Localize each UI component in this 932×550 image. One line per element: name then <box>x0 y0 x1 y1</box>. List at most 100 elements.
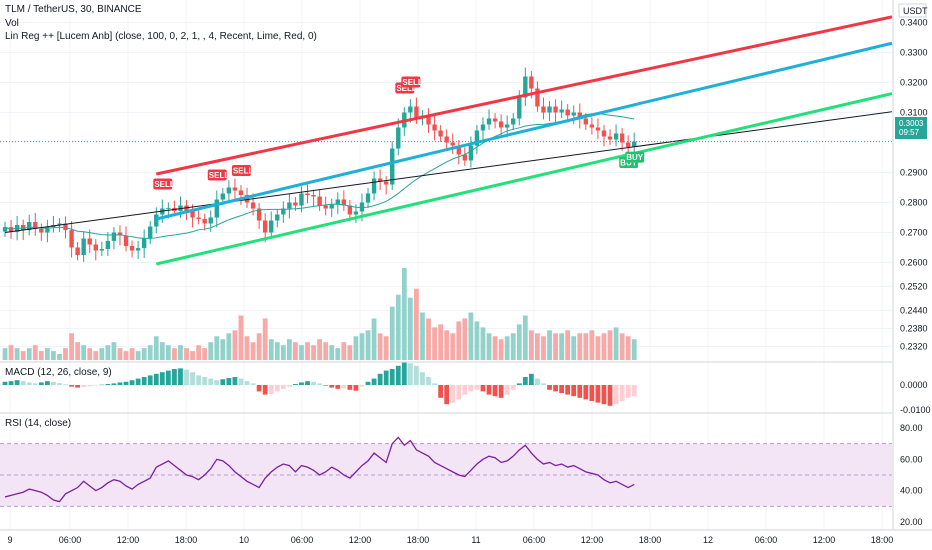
price-tick-label: 0.2520 <box>900 282 928 292</box>
macd-histogram-bar <box>190 372 195 385</box>
price-pane[interactable] <box>0 15 893 266</box>
macd-legend[interactable]: MACD (12, 26, close, 9) <box>5 367 112 378</box>
macd-histogram-bar <box>619 385 625 401</box>
macd-histogram-bar <box>238 378 244 385</box>
macd-histogram-bar <box>547 385 552 390</box>
signal-badge-label: SELL <box>209 171 230 180</box>
macd-tick-label: 0.0000 <box>900 380 928 390</box>
candle-body <box>529 76 534 89</box>
price-tick-label: 0.2800 <box>900 198 928 208</box>
volume-bar <box>571 336 577 360</box>
price-tick-label: 0.2320 <box>900 342 928 352</box>
macd-histogram-bar <box>214 380 220 385</box>
macd-histogram-bar <box>432 383 437 385</box>
price-tick-label: 0.2700 <box>900 228 928 238</box>
macd-histogram-bar <box>280 385 286 389</box>
macd-histogram-bar <box>250 383 256 385</box>
linreg-legend[interactable]: Lin Reg ++ [Lucem Anb] (close, 100, 0, 2… <box>5 31 317 42</box>
volume-bar <box>280 345 286 360</box>
signal-badge-box <box>153 178 173 190</box>
volume-bar <box>474 321 480 360</box>
time-axis[interactable]: 9 06:00 12:00 18:00 10 06:00 12:00 18:00 11 06:00… <box>7 535 893 545</box>
volume-bar <box>323 342 329 360</box>
last-price-value: 0.3003 <box>899 119 924 128</box>
candle-body <box>383 181 389 185</box>
volume-bar <box>299 345 304 360</box>
volume-bar <box>244 336 250 360</box>
macd-histogram-bar <box>220 379 226 385</box>
macd-histogram-bar <box>450 385 456 403</box>
price-axis[interactable]: 0.3400 0.3300 0.3200 0.3100 0.2900 0.2800 0.27… <box>900 18 931 528</box>
price-tick-label: 0.3400 <box>900 18 928 28</box>
volume-bar <box>371 318 377 360</box>
macd-histogram-bar <box>492 385 498 397</box>
volume-bar <box>311 345 316 360</box>
candle-body <box>111 232 117 241</box>
volume-bar <box>105 345 111 360</box>
symbol-title[interactable]: TLM / TetherUS, 30, BINANCE <box>5 4 142 15</box>
candle-body <box>595 127 601 131</box>
volume-bar <box>111 342 117 360</box>
candle-body <box>141 238 147 249</box>
candle-body <box>371 178 377 194</box>
volume-bar <box>184 348 189 360</box>
macd-histogram-bar <box>420 372 425 385</box>
candle-body <box>190 211 195 218</box>
volume-bar <box>317 339 323 360</box>
candle-body <box>135 248 141 251</box>
volume-bar <box>20 351 26 360</box>
candle-body <box>390 148 395 185</box>
volume-bar <box>232 330 238 360</box>
candle-body <box>547 106 552 113</box>
time-tick-label: 06:00 <box>523 535 546 545</box>
volume-bar <box>178 345 183 360</box>
candle-body <box>450 142 455 146</box>
volume-bar <box>202 348 208 360</box>
volume-bar <box>256 333 262 360</box>
volume-bar <box>516 324 522 360</box>
last-price-box <box>895 117 927 139</box>
volume-bar <box>196 345 202 360</box>
macd-histogram-bar <box>274 385 280 392</box>
signal-badge-label: SELL <box>154 180 175 189</box>
volume-bar <box>401 268 407 360</box>
volume-bar <box>553 333 558 360</box>
volume-bar <box>432 327 437 360</box>
macd-pane[interactable] <box>2 362 637 406</box>
candle-body <box>45 227 50 233</box>
volume-bar <box>341 342 347 360</box>
volume-bar <box>220 339 226 360</box>
signal-badge-label: SELL <box>402 78 423 87</box>
macd-histogram-bar <box>480 385 486 392</box>
candle-body <box>341 199 347 206</box>
volume-legend[interactable]: Vol <box>5 18 19 29</box>
volume-bar <box>383 336 389 360</box>
bar-countdown: 09:57 <box>899 128 920 137</box>
macd-histogram-bar <box>2 381 8 385</box>
candle-body <box>565 109 570 116</box>
volume-bar <box>238 315 244 360</box>
candle-body <box>33 222 38 229</box>
macd-histogram-bar <box>583 385 589 400</box>
macd-histogram-bar <box>341 385 347 389</box>
volume-bar <box>607 330 613 360</box>
macd-histogram-bar <box>468 385 474 392</box>
candle-body <box>208 217 213 224</box>
macd-histogram-bar <box>165 370 171 385</box>
candle-body <box>2 227 8 232</box>
macd-histogram-bar <box>414 365 419 385</box>
currency-label[interactable]: USDT <box>898 3 928 18</box>
volume-bar <box>377 333 383 360</box>
rsi-pane[interactable] <box>0 436 892 507</box>
candle-body <box>347 205 353 215</box>
volume-bar <box>153 336 159 360</box>
macd-histogram-bar <box>26 382 32 385</box>
candle-body <box>619 133 625 143</box>
volume-bar <box>57 354 62 360</box>
volume-bar <box>462 318 468 360</box>
rsi-legend[interactable]: RSI (14, close) <box>5 418 72 429</box>
macd-histogram-bar <box>323 385 329 386</box>
upper-channel-line <box>155 15 893 176</box>
volume-bar <box>99 348 105 360</box>
